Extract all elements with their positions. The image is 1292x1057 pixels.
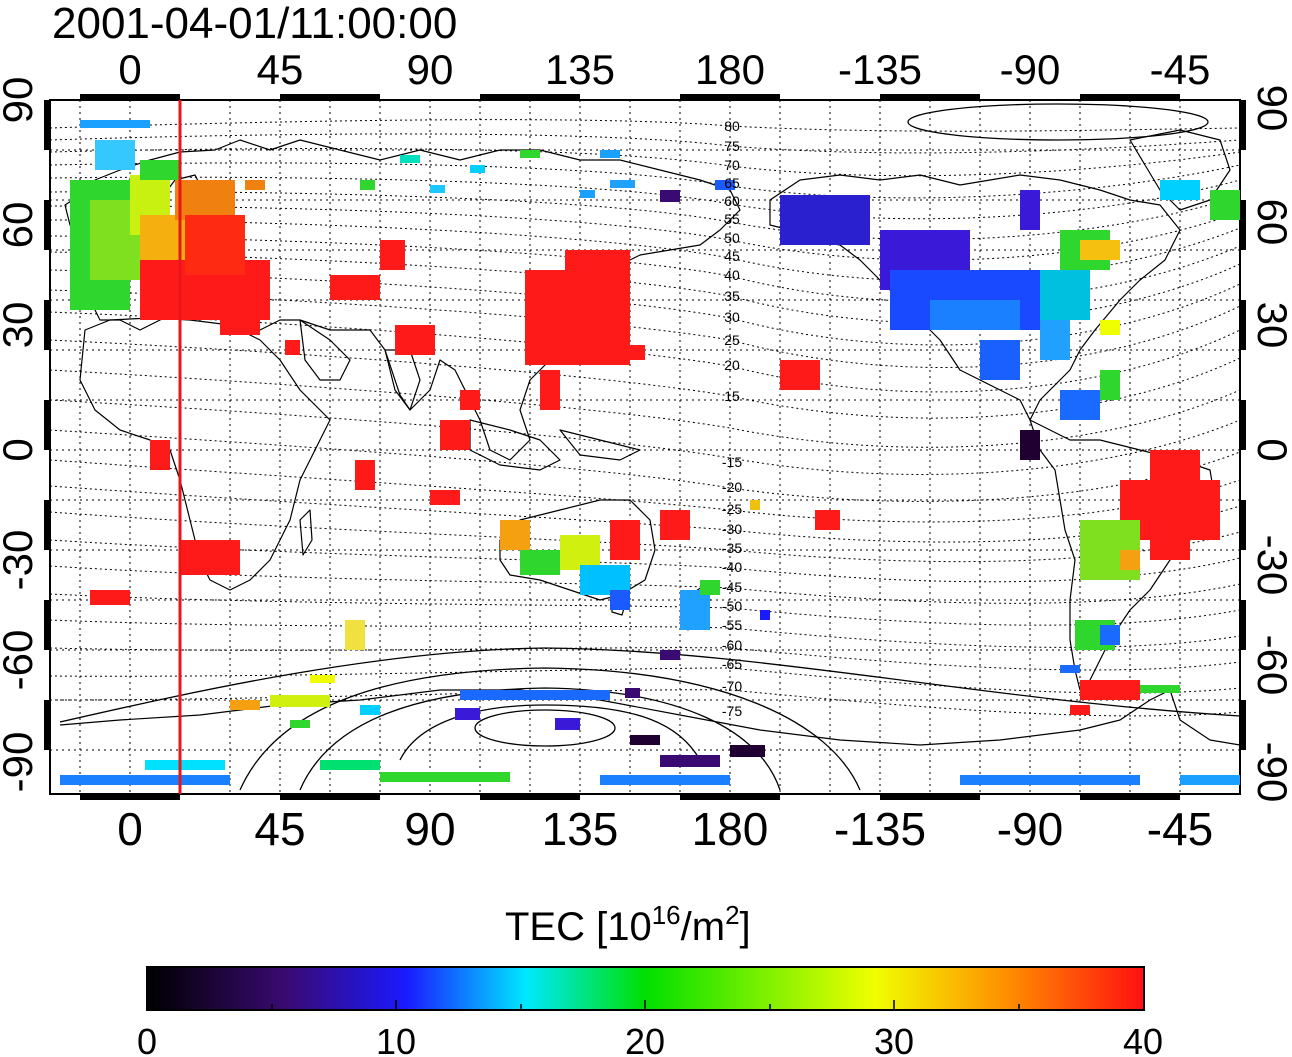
bottom-lon-label: -45 (1147, 803, 1213, 855)
top-lon-label: 135 (545, 46, 615, 93)
colorbar-label-main: TEC [10 (505, 905, 652, 949)
contour-label: -75 (722, 703, 742, 719)
bottom-longitude-labels: 0 45 90 135 180 -135 -90 -45 (117, 803, 1213, 855)
left-latitude-labels: 90 60 30 0 -30 -60 -90 (0, 77, 41, 793)
contour-labels-north: 80 75 70 65 60 55 50 45 40 35 30 25 20 1… (724, 118, 740, 404)
timestamp-title: 2001-04-01/11:00:00 (52, 0, 458, 48)
contour-label: -30 (722, 521, 742, 537)
colorbar-label: TEC [1016/m2] (505, 902, 751, 949)
contour-label: 15 (724, 388, 740, 404)
contour-label: -35 (722, 540, 742, 556)
colorbar-tick-label: 10 (376, 1021, 416, 1057)
bottom-lon-label: 45 (254, 803, 305, 855)
contour-label: 55 (724, 211, 740, 227)
left-lat-label: 30 (0, 302, 41, 349)
contour-label: -55 (722, 617, 742, 633)
right-lat-label: -90 (1249, 742, 1292, 803)
contour-label: -25 (722, 501, 742, 517)
contour-label: 30 (724, 309, 740, 325)
left-lat-label: 90 (0, 77, 41, 124)
top-lon-label: -45 (1150, 46, 1211, 93)
bottom-lon-label: -135 (834, 803, 926, 855)
contour-label: 20 (724, 357, 740, 373)
contour-label: 45 (724, 248, 740, 264)
left-lat-label: 0 (0, 438, 41, 461)
left-lat-label: -60 (0, 630, 41, 691)
contour-label: 35 (724, 288, 740, 304)
right-lat-label: -60 (1249, 635, 1292, 696)
contour-label: -45 (722, 579, 742, 595)
colorbar-label-unit-exponent: 2 (725, 900, 740, 930)
top-lon-label: -135 (838, 46, 922, 93)
contour-label: -60 (722, 637, 742, 653)
colorbar-label-exponent: 16 (651, 900, 681, 930)
colorbar-tick-label: 20 (625, 1021, 665, 1057)
contour-label: -65 (722, 656, 742, 672)
tec-colorbar (146, 966, 1145, 1011)
top-longitude-labels: 0 45 90 135 180 -135 -90 -45 (118, 46, 1210, 93)
contour-label: 25 (724, 332, 740, 348)
right-lat-label: 30 (1249, 302, 1292, 349)
colorbar-label-close: ] (739, 905, 751, 949)
colorbar-tick-label: 30 (874, 1021, 914, 1057)
bottom-lon-label: 180 (692, 803, 769, 855)
right-lat-label: 90 (1249, 85, 1292, 132)
top-lon-label: 90 (407, 46, 454, 93)
contour-label: 75 (724, 138, 740, 154)
contour-label: -70 (722, 678, 742, 694)
right-lat-label: -30 (1249, 535, 1292, 596)
bottom-lon-label: 90 (404, 803, 455, 855)
magnetic-pole-contours (59, 103, 1240, 791)
map-frame (49, 99, 1241, 795)
left-lat-label: -90 (0, 732, 41, 793)
right-lat-label: 60 (1249, 199, 1292, 246)
contour-label: -20 (722, 479, 742, 495)
frame-ticks (44, 94, 1246, 800)
contour-label: -40 (722, 559, 742, 575)
colorbar-tick-label: 0 (137, 1021, 157, 1057)
right-latitude-labels: 90 60 30 0 -30 -60 -90 (1249, 85, 1292, 803)
contour-label: -50 (722, 598, 742, 614)
right-lat-label: 0 (1249, 438, 1292, 461)
contour-labels-south: -15 -20 -25 -30 -35 -40 -45 -50 -55 -60 … (722, 454, 742, 719)
tec-data-patches (60, 120, 1240, 785)
bottom-lon-label: 135 (542, 803, 619, 855)
colorbar-ticks (271, 1000, 1020, 1010)
top-lon-label: 45 (257, 46, 304, 93)
contour-label: 60 (724, 193, 740, 209)
contour-label: 80 (724, 118, 740, 134)
bottom-lon-label: -90 (997, 803, 1063, 855)
left-lat-label: -30 (0, 530, 41, 591)
contour-label: -15 (722, 454, 742, 470)
left-lat-label: 60 (0, 202, 41, 249)
top-lon-label: 0 (118, 46, 141, 93)
colorbar-label-unit: /m (680, 905, 726, 949)
contour-label: 40 (724, 267, 740, 283)
contour-label: 65 (724, 175, 740, 191)
contour-label: 70 (724, 157, 740, 173)
colorbar-tick-label: 40 (1123, 1021, 1163, 1057)
top-lon-label: 180 (695, 46, 765, 93)
bottom-lon-label: 0 (117, 803, 143, 855)
contour-label: 50 (724, 230, 740, 246)
top-lon-label: -90 (1000, 46, 1061, 93)
colorbar-tick-labels: 0 10 20 30 40 (137, 1021, 1163, 1057)
